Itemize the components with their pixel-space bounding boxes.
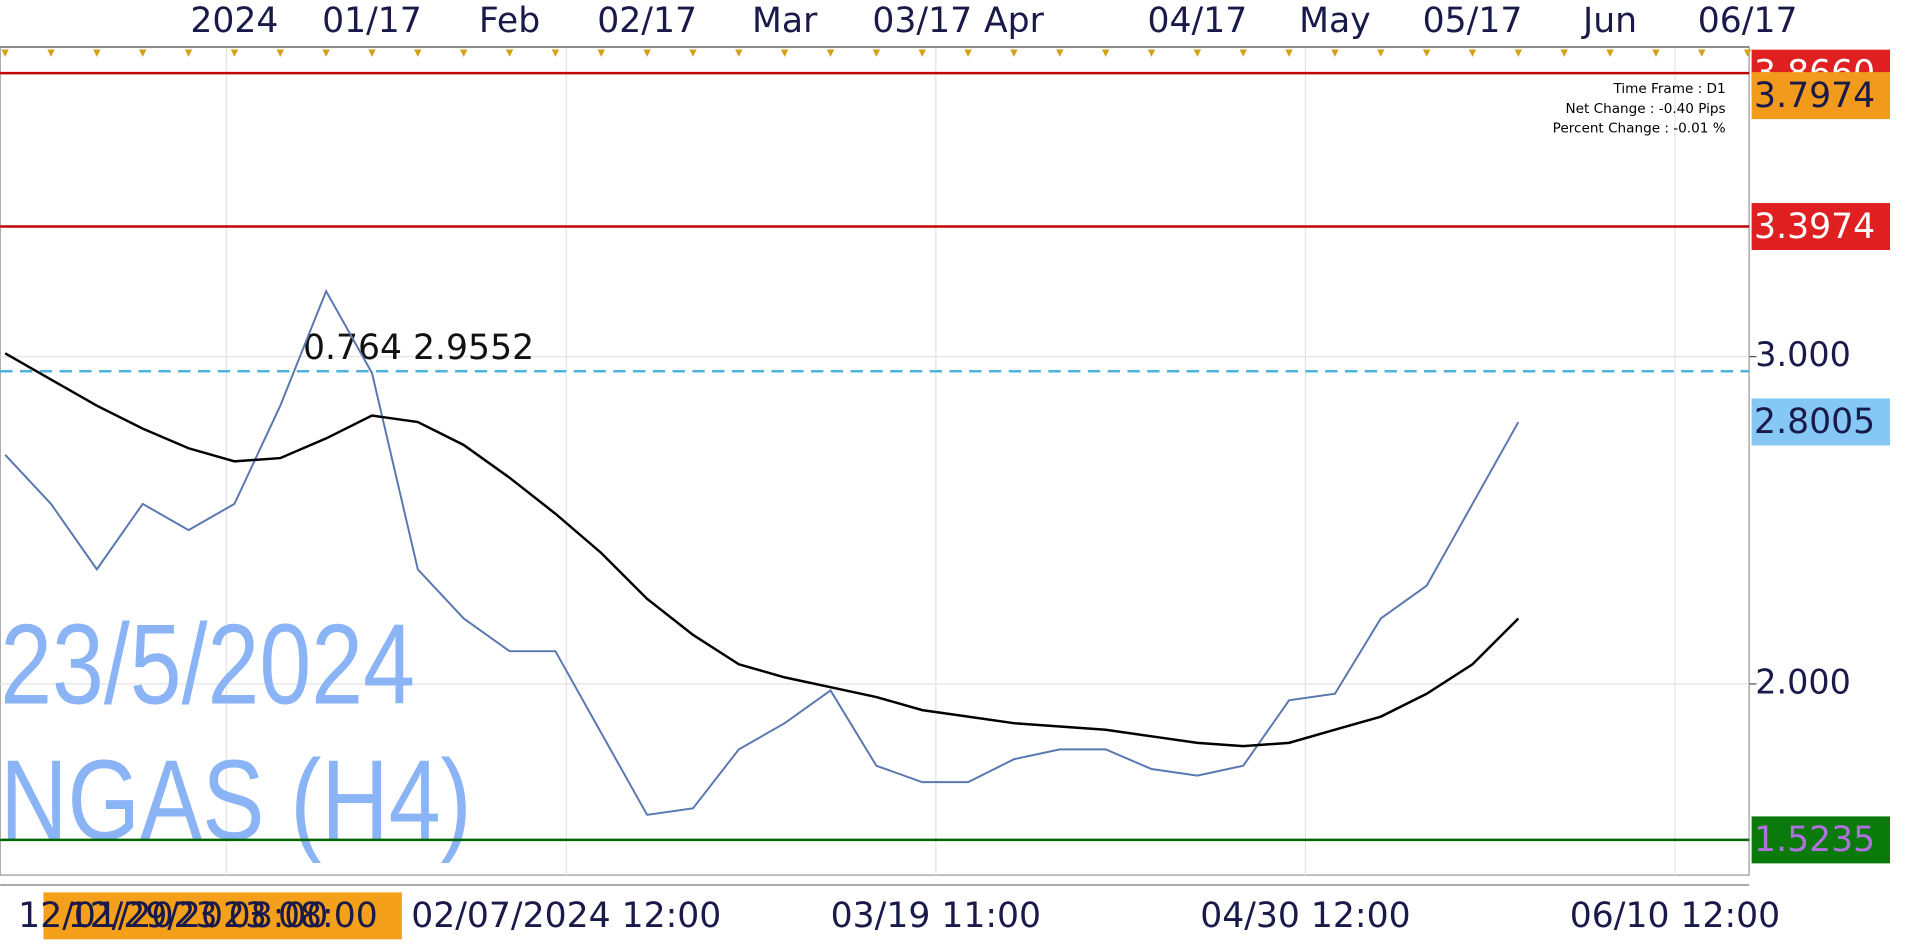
price-badge: [1751, 72, 1891, 120]
x-tick-label: 02/17: [597, 1, 697, 41]
session-marker: [230, 49, 239, 57]
time-label: 12/29/2023 08:00: [68, 896, 378, 936]
x-tick-label: 2024: [190, 1, 278, 41]
price-line: [4, 288, 1520, 816]
x-tick-label: May: [1299, 1, 1371, 41]
session-marker: [93, 49, 101, 57]
session-marker: [368, 49, 376, 57]
time-label: 04/30 12:00: [1200, 896, 1410, 936]
session-marker: [872, 49, 881, 57]
session-marker: [1331, 49, 1339, 57]
session-marker: [1239, 49, 1247, 57]
x-tick-label: Jun: [1581, 1, 1637, 41]
x-tick-label: 05/17: [1423, 1, 1523, 41]
watermark: NGAS (H4): [0, 738, 471, 865]
x-tick-label: 04/17: [1148, 1, 1248, 41]
session-marker: [1056, 49, 1064, 57]
watermark: 23/5/2024: [0, 602, 415, 729]
time-label: 06/10 12:00: [1570, 896, 1780, 936]
x-tick-label: Apr: [984, 1, 1045, 41]
price-badge-label: 3.7974: [1754, 76, 1875, 116]
session-marker: [1743, 49, 1752, 57]
session-marker: [964, 49, 972, 57]
session-marker: [47, 49, 55, 57]
session-marker: [414, 49, 422, 57]
session-marker: [1, 49, 9, 57]
session-marker: [1377, 49, 1385, 57]
session-marker: [780, 49, 789, 57]
session-marker: [597, 49, 605, 57]
y-tick-label: 3.000: [1755, 335, 1851, 374]
session-marker: [1514, 49, 1523, 57]
session-marker: [689, 49, 697, 57]
price-badge-label: 1.5235: [1754, 820, 1875, 860]
session-marker: [1468, 49, 1477, 57]
price-badge: [1751, 398, 1891, 446]
session-marker: [505, 49, 514, 57]
session-marker: [1010, 49, 1018, 57]
price-badge-label: 2.8005: [1754, 402, 1875, 442]
time-label: 12/01/2023 08:00: [18, 896, 328, 936]
session-marker: [276, 49, 284, 57]
session-marker: [826, 49, 835, 57]
session-marker: [459, 49, 468, 57]
session-marker: [322, 49, 330, 57]
session-marker: [918, 49, 926, 57]
time-label: 02/07/2024 12:00: [411, 896, 721, 936]
session-marker: [139, 49, 147, 57]
session-marker: [735, 49, 743, 57]
session-marker: [551, 49, 560, 57]
session-marker: [643, 49, 651, 57]
price-badge-label: 3.3974: [1754, 207, 1875, 247]
session-marker: [1422, 49, 1431, 57]
session-marker: [1652, 49, 1660, 57]
session-marker: [1147, 49, 1156, 57]
time-label: 03/19 11:00: [831, 896, 1041, 936]
session-marker: [1698, 49, 1706, 57]
session-marker: [1101, 49, 1110, 57]
session-marker: [184, 49, 193, 57]
info-text: Time Frame : D1: [1612, 81, 1725, 97]
x-tick-label: 01/17: [322, 1, 422, 41]
info-text: Percent Change : -0.01 %: [1553, 121, 1726, 137]
x-tick-label: 03/17: [872, 1, 972, 41]
session-marker: [1285, 49, 1293, 57]
y-tick-label: 2.000: [1755, 662, 1851, 701]
price-badge: [1751, 203, 1891, 251]
x-tick-label: Feb: [479, 1, 540, 41]
x-tick-label: 06/17: [1698, 1, 1798, 41]
session-marker: [1606, 49, 1614, 57]
level-label: 0.764 2.9552: [303, 328, 534, 368]
crosshair-time-badge: [43, 892, 402, 940]
session-marker: [1193, 49, 1202, 57]
moving-average-line: [4, 352, 1520, 748]
session-marker: [1560, 49, 1568, 57]
price-badge: [1751, 816, 1891, 864]
info-text: Net Change : -0.40 Pips: [1565, 101, 1725, 117]
x-tick-label: Mar: [752, 1, 818, 41]
